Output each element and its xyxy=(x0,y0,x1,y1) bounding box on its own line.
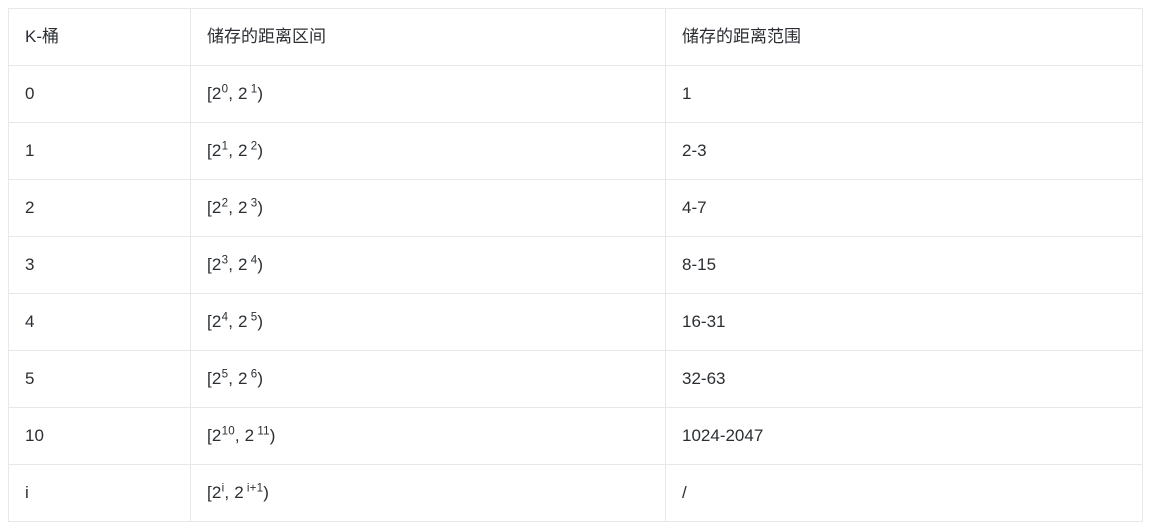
cell-range: / xyxy=(665,464,1143,522)
interval-expression: [23, 2 4) xyxy=(207,255,263,274)
interval-exponent-low: 3 xyxy=(221,254,229,267)
cell-range: 8-15 xyxy=(665,236,1143,294)
interval-prefix: [2 xyxy=(207,483,222,503)
cell-bucket: 10 xyxy=(8,407,191,465)
interval-expression: [24, 2 5) xyxy=(207,312,263,331)
column-header-range: 储存的距离范围 xyxy=(665,8,1143,66)
cell-bucket: 2 xyxy=(8,179,191,237)
cell-bucket: 0 xyxy=(8,65,191,123)
column-header-bucket: K-桶 xyxy=(8,8,191,66)
interval-exponent-low: i xyxy=(221,482,225,495)
cell-range: 16-31 xyxy=(665,293,1143,351)
interval-expression: [20, 2 1) xyxy=(207,84,263,103)
interval-prefix: [2 xyxy=(207,312,222,332)
table-row: 10 [210, 2 11) 1024-2047 xyxy=(8,407,1143,465)
table-row: 3 [23, 2 4) 8-15 xyxy=(8,236,1143,294)
cell-bucket: 3 xyxy=(8,236,191,294)
interval-exponent-low: 0 xyxy=(221,83,229,96)
interval-prefix: [2 xyxy=(207,198,222,218)
interval-expression: [210, 2 11) xyxy=(207,426,276,445)
interval-exponent-high: 6 xyxy=(250,368,258,381)
table-row: 5 [25, 2 6) 32-63 xyxy=(8,350,1143,408)
cell-interval: [21, 2 2) xyxy=(190,122,666,180)
interval-exponent-high: 4 xyxy=(250,254,258,267)
interval-separator: , 2 xyxy=(228,312,248,332)
table-body: 0 [20, 2 1) 1 1 [21, 2 2) 2-3 2 [22, 2 3) 4… xyxy=(8,65,1143,522)
table-row: 1 [21, 2 2) 2-3 xyxy=(8,122,1143,180)
interval-expression: [21, 2 2) xyxy=(207,141,263,160)
interval-prefix: [2 xyxy=(207,84,222,104)
interval-exponent-low: 5 xyxy=(221,368,229,381)
cell-interval: [25, 2 6) xyxy=(190,350,666,408)
cell-bucket: i xyxy=(8,464,191,522)
table-header: K-桶 储存的距离区间 储存的距离范围 xyxy=(8,8,1143,66)
interval-expression: [25, 2 6) xyxy=(207,369,263,388)
kbucket-table: K-桶 储存的距离区间 储存的距离范围 0 [20, 2 1) 1 1 [21, … xyxy=(8,8,1143,522)
cell-interval: [20, 2 1) xyxy=(190,65,666,123)
cell-interval: [23, 2 4) xyxy=(190,236,666,294)
table-row: 0 [20, 2 1) 1 xyxy=(8,65,1143,123)
interval-exponent-high: 11 xyxy=(257,425,270,438)
interval-prefix: [2 xyxy=(207,426,222,446)
interval-exponent-high: 5 xyxy=(250,311,258,324)
interval-prefix: [2 xyxy=(207,369,222,389)
interval-suffix: ) xyxy=(257,198,264,218)
cell-range: 32-63 xyxy=(665,350,1143,408)
interval-exponent-low: 4 xyxy=(221,311,229,324)
table-header-row: K-桶 储存的距离区间 储存的距离范围 xyxy=(8,8,1143,66)
cell-range: 1 xyxy=(665,65,1143,123)
cell-bucket: 4 xyxy=(8,293,191,351)
interval-suffix: ) xyxy=(257,84,264,104)
cell-range: 4-7 xyxy=(665,179,1143,237)
interval-separator: , 2 xyxy=(224,483,244,503)
table-row: 4 [24, 2 5) 16-31 xyxy=(8,293,1143,351)
interval-suffix: ) xyxy=(257,312,264,332)
interval-separator: , 2 xyxy=(228,84,248,104)
interval-prefix: [2 xyxy=(207,141,222,161)
table-row: 2 [22, 2 3) 4-7 xyxy=(8,179,1143,237)
interval-expression: [2i, 2 i+1) xyxy=(207,483,269,502)
interval-suffix: ) xyxy=(269,426,276,446)
cell-bucket: 1 xyxy=(8,122,191,180)
interval-suffix: ) xyxy=(257,255,264,275)
interval-prefix: [2 xyxy=(207,255,222,275)
column-header-interval: 储存的距离区间 xyxy=(190,8,666,66)
interval-exponent-low: 1 xyxy=(221,140,229,153)
interval-separator: , 2 xyxy=(228,141,248,161)
interval-exponent-high: i+1 xyxy=(246,482,264,495)
table-row: i [2i, 2 i+1) / xyxy=(8,464,1143,522)
cell-interval: [210, 2 11) xyxy=(190,407,666,465)
interval-separator: , 2 xyxy=(234,426,255,446)
interval-separator: , 2 xyxy=(228,369,248,389)
interval-exponent-high: 1 xyxy=(250,83,258,96)
interval-separator: , 2 xyxy=(228,255,248,275)
cell-interval: [2i, 2 i+1) xyxy=(190,464,666,522)
interval-exponent-high: 3 xyxy=(250,197,258,210)
interval-exponent-low: 2 xyxy=(221,197,229,210)
interval-suffix: ) xyxy=(257,369,264,389)
cell-range: 1024-2047 xyxy=(665,407,1143,465)
cell-bucket: 5 xyxy=(8,350,191,408)
interval-expression: [22, 2 3) xyxy=(207,198,263,217)
interval-exponent-low: 10 xyxy=(221,425,235,438)
cell-interval: [22, 2 3) xyxy=(190,179,666,237)
interval-exponent-high: 2 xyxy=(250,140,258,153)
cell-interval: [24, 2 5) xyxy=(190,293,666,351)
interval-separator: , 2 xyxy=(228,198,248,218)
cell-range: 2-3 xyxy=(665,122,1143,180)
interval-suffix: ) xyxy=(257,141,264,161)
interval-suffix: ) xyxy=(263,483,270,503)
